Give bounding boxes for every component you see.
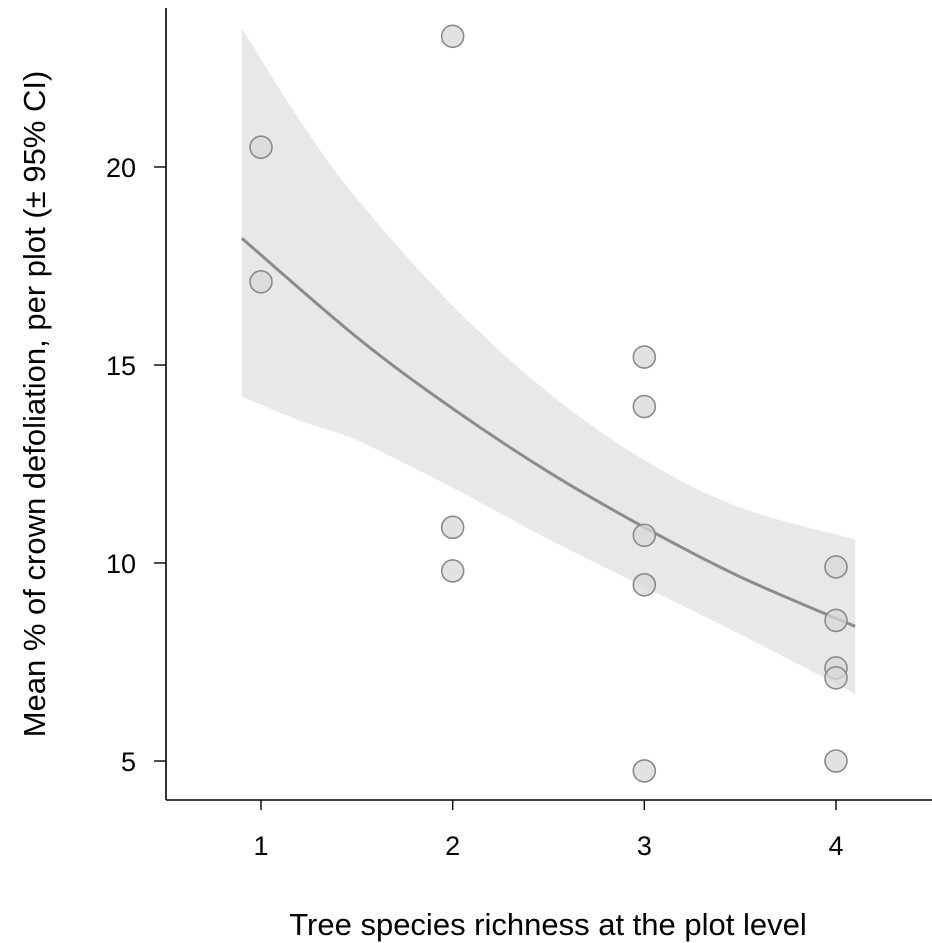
x-tick-label: 1 xyxy=(253,831,268,861)
data-point xyxy=(824,666,848,690)
data-point xyxy=(632,345,657,369)
data-point xyxy=(440,24,465,49)
data-point xyxy=(249,135,273,159)
data-point xyxy=(632,394,657,419)
data-point xyxy=(824,749,848,773)
data-point xyxy=(249,270,273,294)
x-tick-label: 4 xyxy=(828,831,843,861)
data-point xyxy=(440,515,465,540)
y-axis-ticks: 5 10 15 20 xyxy=(106,153,166,777)
y-tick-label: 20 xyxy=(106,153,136,183)
data-point xyxy=(440,559,465,583)
x-axis-title: Tree species richness at the plot level xyxy=(289,907,807,942)
y-tick-label: 10 xyxy=(106,549,136,579)
x-axis-ticks: 1 2 3 4 xyxy=(253,800,844,861)
data-point xyxy=(632,759,657,783)
data-point xyxy=(632,572,657,597)
data-point xyxy=(632,523,657,548)
fit-line xyxy=(240,237,856,628)
x-tick-label: 2 xyxy=(445,831,460,861)
data-points xyxy=(249,24,848,783)
data-point xyxy=(824,555,848,579)
data-point xyxy=(824,608,848,633)
y-tick-label: 5 xyxy=(121,747,136,777)
y-tick-label: 15 xyxy=(106,351,136,381)
x-tick-label: 3 xyxy=(637,831,652,861)
confidence-band xyxy=(241,28,856,694)
y-axis-title: Mean % of crown defoliation, per plot (±… xyxy=(17,71,52,738)
